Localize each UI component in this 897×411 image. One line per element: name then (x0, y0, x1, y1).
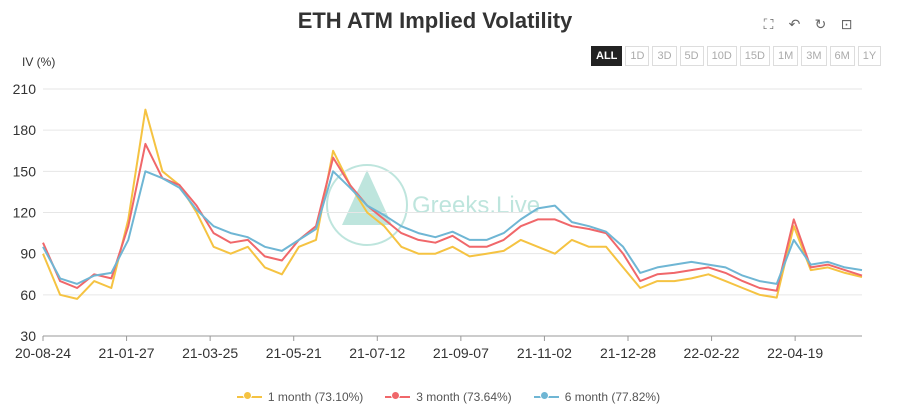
y-tick-label: 150 (13, 163, 37, 179)
range-button-3m[interactable]: 3M (801, 46, 827, 66)
legend-label-3-month: 3 month (73.64%) (416, 390, 512, 404)
legend-label-1-month: 1 month (73.10%) (267, 390, 364, 404)
y-tick-label: 210 (13, 81, 37, 97)
range-button-3d[interactable]: 3D (652, 46, 677, 66)
legend-item-6-month[interactable]: 6 month (77.82%) (533, 390, 661, 404)
time-range-selector: ALL 1D 3D 5D 10D 15D 1M 3M 6M 1Y (591, 46, 882, 66)
x-tick-label: 21-12-28 (600, 345, 656, 361)
y-tick-label: 180 (13, 122, 37, 138)
series-layer (42, 108, 863, 300)
chart-legend: 1 month (73.10%) 3 month (73.64%) 6 mont… (0, 390, 897, 404)
x-tick-label: 21-05-21 (266, 345, 322, 361)
legend-item-1-month[interactable]: 1 month (73.10%) (236, 390, 364, 404)
y-axis-ticks: 30 60 90 120 150 180 210 (13, 81, 37, 344)
y-axis-label: IV (%) (22, 55, 55, 69)
range-button-1m[interactable]: 1M (772, 46, 799, 66)
y-tick-label: 30 (20, 328, 36, 344)
range-button-15d[interactable]: 15D (739, 46, 770, 66)
x-tick-label: 22-04-19 (767, 345, 823, 361)
range-button-10d[interactable]: 10D (706, 46, 737, 66)
x-tick-label: 22-02-22 (684, 345, 740, 361)
range-button-1d[interactable]: 1D (625, 46, 650, 66)
x-tick-label: 21-01-27 (99, 345, 155, 361)
range-button-6m[interactable]: 6M (829, 46, 855, 66)
watermark-logo: Greeks.Live (326, 164, 540, 246)
zoom-reset-icon[interactable]: ↶ (788, 16, 801, 32)
legend-label-6-month: 6 month (77.82%) (564, 390, 661, 404)
series-line-6-month (42, 170, 863, 285)
y-tick-label: 60 (20, 287, 36, 303)
series-line-3-month (42, 142, 863, 292)
legend-swatch-6-month (533, 390, 559, 404)
legend-item-3-month[interactable]: 3 month (73.64%) (385, 390, 512, 404)
x-tick-label: 21-09-07 (433, 345, 489, 361)
legend-swatch-1-month (236, 390, 262, 404)
x-axis-ticks: 20-08-24 21-01-27 21-03-25 21-05-21 21-07-12… (15, 336, 823, 361)
x-tick-label: 21-11-02 (517, 345, 572, 361)
y-tick-label: 90 (20, 246, 36, 262)
chart-toolbox: ⛶ ↶ ↻ ⊡ (760, 16, 855, 33)
zoom-icon[interactable]: ⛶ (763, 16, 774, 32)
x-tick-label: 21-03-25 (182, 345, 238, 361)
refresh-icon[interactable]: ↻ (814, 16, 827, 32)
range-button-1y[interactable]: 1Y (857, 46, 882, 66)
grid-lines (43, 88, 862, 337)
y-tick-label: 120 (13, 205, 37, 221)
x-tick-label: 21-07-12 (349, 345, 405, 361)
range-button-all[interactable]: ALL (591, 46, 623, 66)
x-tick-label: 20-08-24 (15, 345, 71, 361)
save-image-icon[interactable]: ⊡ (840, 16, 853, 32)
chart-title: ETH ATM Implied Volatility (297, 8, 573, 33)
watermark-text: Greeks.Live (412, 192, 540, 219)
legend-swatch-3-month (385, 390, 411, 404)
range-button-5d[interactable]: 5D (679, 46, 704, 66)
